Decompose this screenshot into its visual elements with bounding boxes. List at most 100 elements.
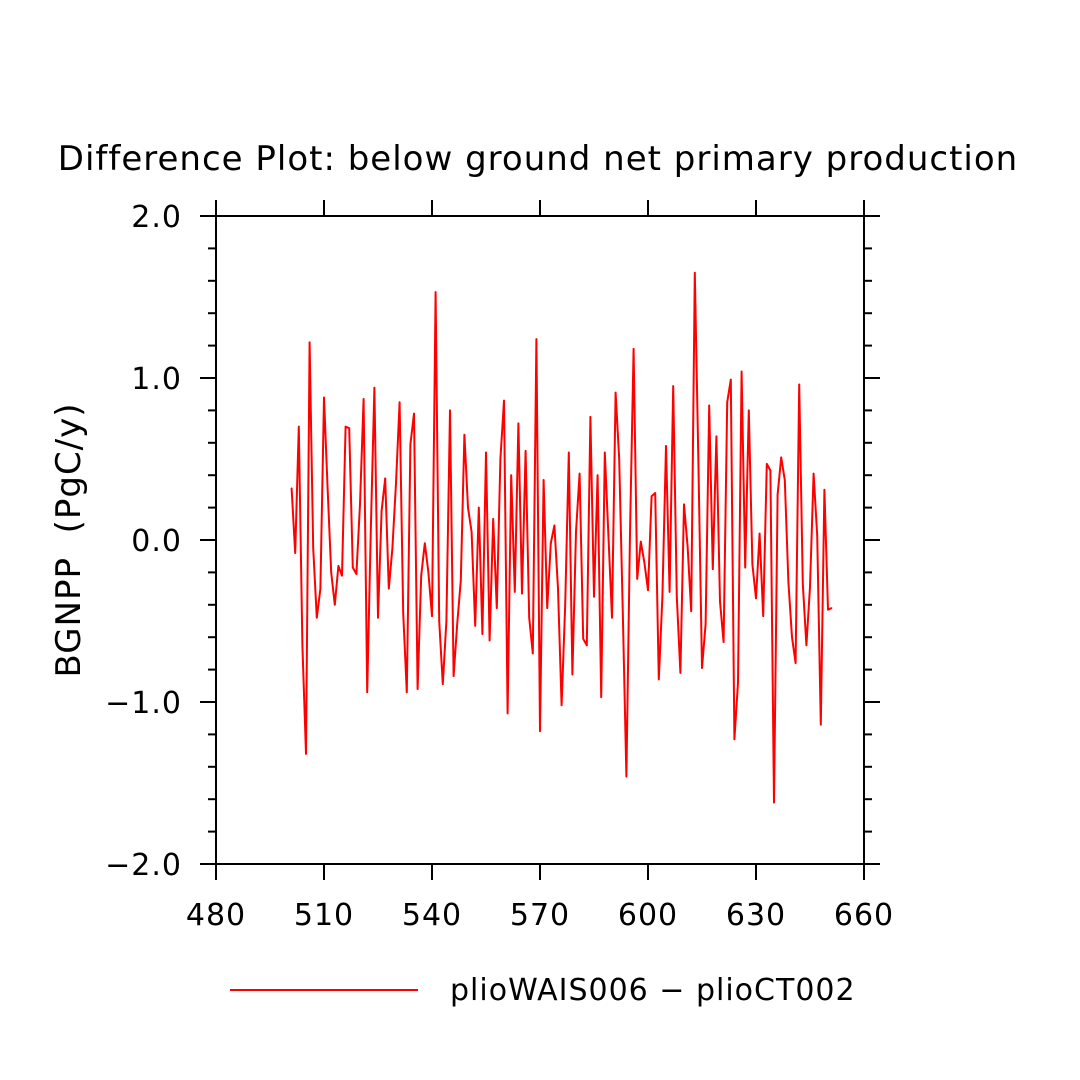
- data-point: [352, 566, 354, 569]
- data-point: [611, 616, 613, 619]
- data-point: [658, 678, 660, 681]
- data-point: [650, 495, 653, 498]
- data-point: [593, 595, 595, 598]
- y-tick-label: −1.0: [105, 686, 182, 721]
- data-point: [737, 681, 739, 684]
- data-point: [424, 542, 426, 545]
- data-point: [578, 472, 581, 475]
- data-point: [521, 592, 523, 595]
- data-point: [809, 586, 811, 588]
- data-point: [751, 563, 754, 566]
- data-point: [816, 534, 818, 536]
- data-point: [672, 385, 674, 387]
- data-point: [449, 409, 451, 412]
- data-point: [564, 604, 566, 606]
- data-point: [820, 723, 822, 726]
- data-point: [326, 487, 329, 489]
- data-point: [740, 370, 743, 373]
- data-point: [308, 341, 311, 344]
- data-point: [438, 620, 441, 622]
- data-point: [607, 534, 610, 536]
- data-point: [535, 338, 538, 340]
- data-point: [582, 638, 584, 640]
- data-point: [456, 623, 459, 626]
- data-point: [632, 348, 635, 350]
- data-point: [647, 589, 649, 592]
- data-point: [470, 531, 473, 533]
- data-point: [758, 532, 761, 535]
- data-point: [290, 487, 293, 489]
- data-point: [812, 472, 815, 475]
- data-point: [622, 612, 624, 614]
- data-point: [776, 493, 779, 496]
- data-point: [355, 573, 358, 575]
- y-axis-label: BGNPP (PgC/y): [49, 402, 89, 677]
- data-point: [784, 479, 786, 481]
- series-points: [290, 271, 833, 804]
- data-point: [668, 591, 671, 593]
- data-point: [467, 506, 469, 509]
- data-point: [730, 378, 732, 381]
- data-point: [697, 461, 700, 464]
- data-point: [748, 409, 750, 412]
- x-tick-label: 660: [834, 898, 894, 933]
- data-point: [344, 425, 347, 428]
- data-point: [708, 404, 710, 407]
- data-point: [496, 607, 498, 609]
- data-point: [712, 568, 714, 570]
- data-point: [312, 547, 315, 549]
- data-point: [478, 506, 480, 509]
- data-point: [830, 607, 833, 609]
- y-tick-label: 2.0: [131, 200, 182, 235]
- data-point: [636, 578, 638, 580]
- chart-title: Difference Plot: below ground net primar…: [58, 139, 1018, 179]
- data-point: [503, 399, 505, 402]
- data-point: [557, 587, 559, 590]
- data-point: [553, 524, 556, 527]
- data-point: [625, 775, 628, 778]
- data-point: [323, 396, 325, 399]
- data-point: [679, 672, 682, 674]
- x-tick-label: 600: [618, 898, 678, 933]
- data-point: [499, 458, 502, 460]
- data-point: [629, 532, 631, 535]
- data-point: [442, 683, 444, 685]
- data-point: [305, 753, 307, 755]
- data-point: [427, 571, 430, 574]
- data-point: [341, 574, 343, 577]
- data-point: [798, 383, 800, 386]
- data-point: [301, 644, 304, 647]
- data-point: [791, 636, 793, 638]
- data-point: [823, 488, 826, 491]
- data-point: [571, 673, 574, 676]
- data-point: [539, 730, 541, 732]
- data-point: [827, 608, 829, 611]
- data-point: [391, 547, 394, 549]
- data-point: [452, 675, 455, 677]
- data-point: [370, 529, 372, 532]
- data-point: [528, 616, 530, 619]
- data-point: [661, 595, 664, 598]
- data-point: [298, 425, 300, 428]
- data-point: [568, 451, 570, 454]
- data-point: [762, 615, 764, 617]
- data-point: [359, 503, 361, 506]
- data-point: [550, 542, 552, 545]
- data-point: [420, 574, 423, 577]
- x-tick-label: 570: [510, 898, 570, 933]
- data-point: [744, 566, 746, 569]
- data-point: [805, 644, 808, 647]
- data-point: [614, 391, 617, 394]
- data-point: [384, 477, 387, 480]
- data-point: [294, 552, 297, 554]
- data-point: [780, 456, 782, 459]
- data-point: [640, 540, 642, 543]
- data-point: [380, 510, 383, 512]
- data-point: [773, 801, 775, 804]
- data-point: [769, 469, 772, 472]
- data-point: [654, 492, 656, 494]
- data-point: [726, 401, 728, 404]
- data-point: [524, 450, 527, 452]
- data-point: [416, 688, 419, 690]
